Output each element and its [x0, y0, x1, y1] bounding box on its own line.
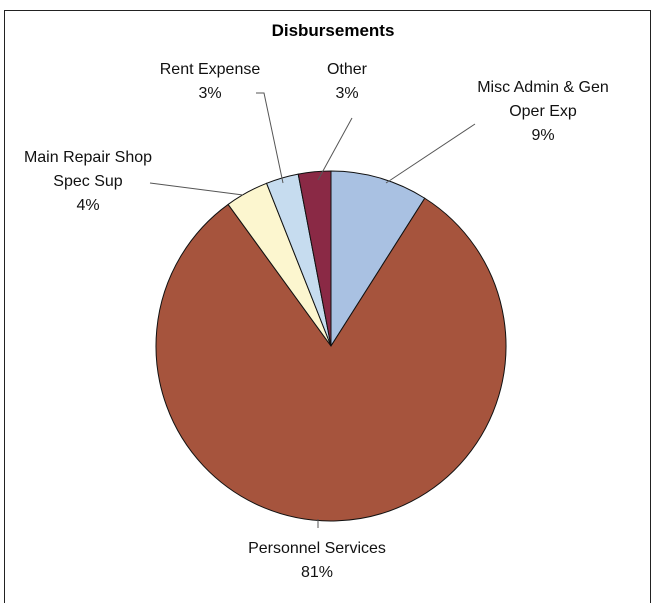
value-label: 3%	[335, 85, 359, 102]
pie-slice	[330, 170, 426, 348]
pie	[155, 170, 507, 522]
value-label: 3%	[198, 85, 222, 102]
leader-line	[317, 117, 353, 181]
category-label: Main Repair Shop Spec Sup	[23, 149, 153, 190]
slice-label: Personnel Services 81%	[242, 537, 392, 585]
value-label: 9%	[531, 127, 555, 144]
slice-label: Misc Admin & Gen Oper Exp 9%	[468, 76, 618, 148]
leader-line	[385, 123, 476, 184]
category-label: Personnel Services	[248, 540, 386, 557]
leader-line	[256, 92, 284, 184]
chart-frame	[4, 10, 651, 603]
pie-slice	[297, 170, 332, 347]
category-label: Rent Expense	[159, 61, 261, 78]
slice-label: Other 3%	[297, 58, 397, 106]
value-label: 81%	[300, 564, 334, 581]
value-label: 4%	[76, 197, 100, 214]
slice-label: Rent Expense 3%	[150, 58, 270, 106]
pie-slice	[155, 197, 507, 522]
slice-label: Main Repair Shop Spec Sup 4%	[13, 146, 163, 218]
category-label: Misc Admin & Gen Oper Exp	[477, 79, 609, 120]
category-label: Other	[326, 61, 367, 78]
leader-line	[149, 182, 244, 196]
chart-title: Disbursements	[272, 21, 395, 40]
